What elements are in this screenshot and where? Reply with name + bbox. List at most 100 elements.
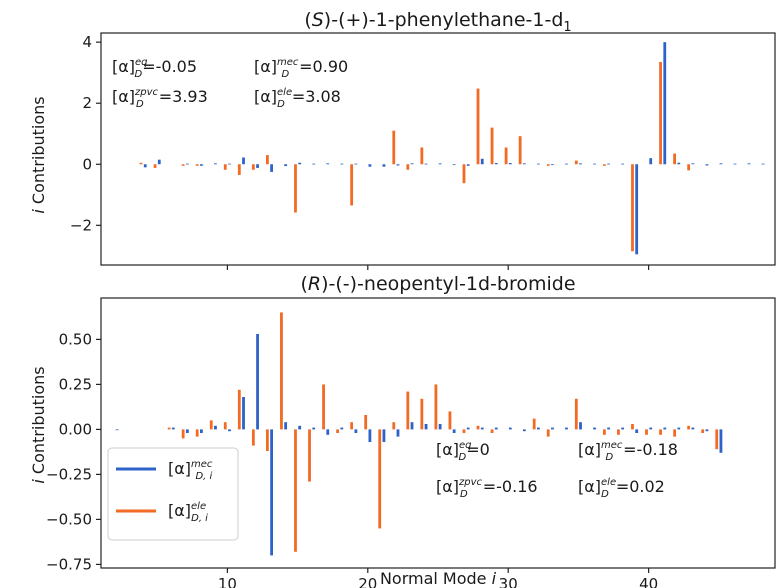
bar-ele-mode-7 — [181, 164, 185, 166]
bar-ele-mode-41 — [659, 429, 662, 435]
bar-mec-mode-32 — [537, 427, 540, 430]
bar-mec-mode-10 — [228, 163, 231, 165]
bottom-annotations: [α]eq D=0 [α]mec D =-0.18 [α]zpvc D =-0.16 [α… — [436, 440, 678, 500]
bar-ele-mode-31 — [518, 136, 522, 165]
bar-mec-mode-37 — [607, 427, 611, 430]
legend: [α]mec D, i [α]ele D, i — [107, 447, 239, 541]
bar-mec-mode-41 — [663, 42, 667, 165]
bar-mec-mode-39 — [635, 429, 639, 433]
bar-mec-mode-22 — [396, 429, 400, 437]
bar-ele-mode-8 — [195, 164, 199, 166]
bar-mec-mode-34 — [565, 427, 568, 430]
y-tick-label: 0.25 — [59, 375, 92, 393]
top-annotation-eq: [α]eq D=-0.05 — [112, 57, 197, 80]
bar-mec-mode-44 — [705, 429, 709, 432]
bar-mec-mode-27 — [466, 427, 470, 430]
bar-mec-mode-45 — [719, 429, 723, 453]
bar-ele-mode-23 — [406, 164, 410, 170]
bar-mec-mode-8 — [200, 429, 203, 433]
bar-mec-mode-38 — [621, 427, 625, 430]
top-annotation-ele: [α]ele D =3.08 — [254, 87, 341, 110]
bar-mec-mode-29 — [494, 427, 498, 430]
bar-mec-mode-28 — [480, 158, 484, 165]
bar-ele-mode-27 — [462, 164, 466, 184]
bar-mec-mode-6 — [171, 427, 175, 430]
bar-ele-mode-33 — [546, 164, 550, 166]
bar-ele-mode-39 — [631, 424, 634, 430]
bottom-panel-title: (R)-(-)-neopentyl-1d-bromide — [300, 273, 575, 295]
bottom-annotation-ele: [α]ele D =0.02 — [578, 477, 665, 500]
bar-mec-mode-29 — [494, 163, 498, 165]
bar-mec-mode-41 — [663, 427, 667, 430]
bar-ele-mode-13 — [265, 429, 269, 451]
bar-mec-mode-32 — [537, 163, 540, 165]
bar-mec-mode-38 — [621, 163, 625, 165]
bar-mec-mode-25 — [438, 424, 442, 430]
bar-mec-mode-42 — [677, 427, 681, 430]
bar-mec-mode-10 — [228, 429, 231, 432]
bar-mec-mode-31 — [522, 163, 526, 165]
y-tick-label: −0.25 — [46, 465, 92, 483]
x-tick-label: 20 — [358, 575, 377, 588]
bar-mec-mode-43 — [691, 163, 695, 165]
bar-ele-mode-18 — [336, 429, 339, 433]
bar-mec-mode-5 — [157, 159, 161, 165]
bar-ele-mode-6 — [167, 427, 171, 430]
bar-mec-mode-13 — [270, 164, 274, 172]
bar-mec-mode-33 — [551, 427, 554, 430]
bar-mec-mode-7 — [185, 429, 189, 433]
bar-ele-mode-24 — [420, 147, 424, 165]
bar-ele-mode-10 — [223, 164, 227, 170]
bar-mec-mode-36 — [593, 427, 596, 430]
y-tick-label: 0.50 — [59, 330, 92, 348]
top-annotations: [α]eq D=-0.05 [α]mec D =0.90 [α]zpvc D =3.93 … — [112, 57, 348, 110]
bar-ele-mode-42 — [673, 429, 676, 437]
x-tick-label: 10 — [218, 575, 237, 588]
bar-mec-mode-4 — [143, 164, 147, 168]
bar-mec-mode-26 — [452, 164, 456, 166]
bar-mec-mode-42 — [677, 162, 681, 165]
top-y-axis-label: i Contributions — [29, 96, 48, 213]
bar-ele-mode-15 — [294, 429, 297, 552]
x-axis-label: Normal Mode i — [380, 569, 497, 588]
bar-mec-mode-27 — [466, 164, 470, 166]
bar-mec-mode-43 — [691, 427, 695, 430]
bar-mec-mode-12 — [256, 334, 259, 430]
y-tick-label: 0.00 — [59, 420, 92, 438]
bar-mec-mode-14 — [284, 422, 288, 430]
bar-ele-mode-8 — [195, 429, 199, 437]
bar-ele-mode-4 — [139, 162, 143, 165]
bar-ele-mode-9 — [209, 420, 213, 430]
bottom-plot-frame — [100, 297, 776, 569]
bar-ele-mode-30 — [504, 147, 508, 165]
bar-mec-mode-16 — [312, 427, 316, 430]
y-tick-label: 2 — [82, 94, 92, 112]
bar-mec-mode-8 — [200, 164, 203, 166]
bar-mec-mode-44 — [705, 164, 709, 166]
legend-label-ele: [α]ele D, i — [168, 501, 208, 524]
bar-mec-mode-31 — [522, 429, 526, 432]
y-tick-label: 4 — [82, 33, 92, 51]
bar-mec-mode-21 — [382, 164, 386, 167]
legend-box — [107, 447, 239, 541]
bar-mec-mode-25 — [438, 163, 442, 165]
bottom-y-axis-label: i Contributions — [29, 366, 48, 483]
top-annotation-mec: [α]mec D =0.90 — [254, 57, 348, 80]
bar-mec-mode-23 — [410, 422, 414, 430]
bar-ele-mode-16 — [308, 429, 311, 482]
bar-mec-mode-18 — [340, 427, 344, 430]
bar-ele-mode-38 — [617, 429, 620, 435]
bar-mec-mode-21 — [382, 429, 386, 442]
bottom-panel: (R)-(-)-neopentyl-1d-bromide i Contribut… — [29, 273, 776, 588]
bar-mec-mode-19 — [354, 163, 358, 165]
bar-ele-mode-32 — [532, 418, 536, 430]
bar-mec-mode-12 — [256, 164, 259, 168]
bar-ele-mode-37 — [602, 429, 606, 435]
bar-mec-mode-11 — [242, 397, 245, 430]
bottom-annotation-eq: [α]eq D=0 — [436, 440, 490, 463]
bar-ele-mode-43 — [687, 425, 691, 430]
bar-ele-mode-10 — [223, 422, 227, 430]
bar-ele-mode-44 — [701, 429, 705, 433]
bar-mec-mode-39 — [635, 164, 639, 255]
legend-label-mec: [α]mec D, i — [168, 459, 213, 482]
